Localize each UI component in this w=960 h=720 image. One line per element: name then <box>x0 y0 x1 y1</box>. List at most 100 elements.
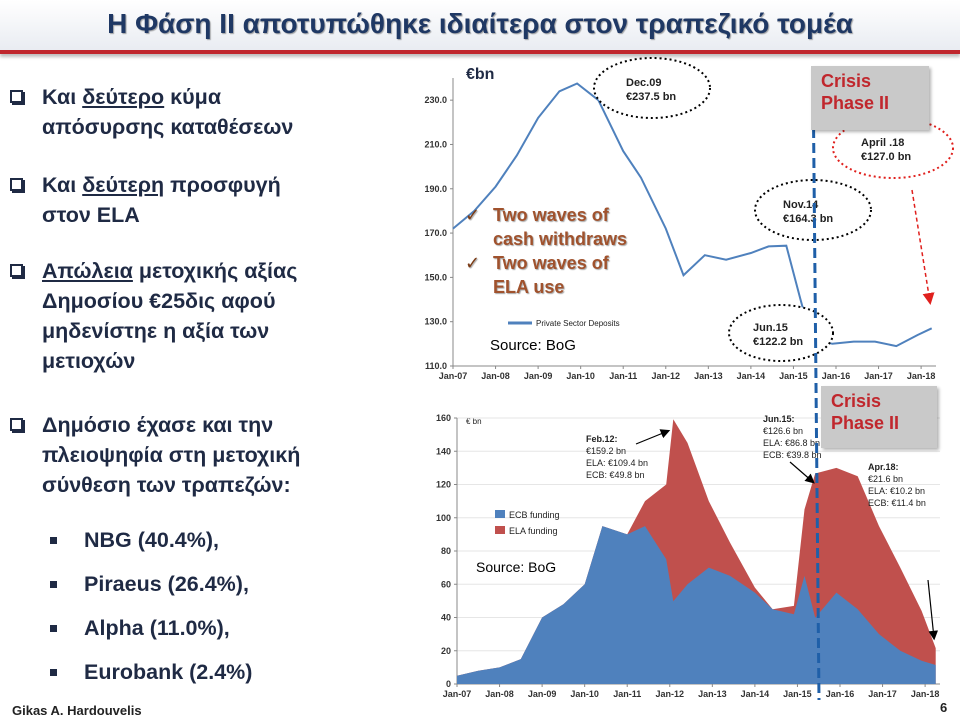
chart1-x-tick-label: Jan-17 <box>864 371 893 381</box>
chart2-y-tick-label: 80 <box>441 546 451 556</box>
chart1-x-tick-label: Jan-09 <box>524 371 553 381</box>
chart1-x-tick-label: Jan-10 <box>566 371 595 381</box>
chart2-source-bg <box>472 556 576 576</box>
svg-text:Jun.15: Jun.15 <box>753 322 788 334</box>
checkbox-bullet-icon <box>10 264 23 277</box>
page-number: 6 <box>940 700 948 715</box>
chart1-x-tick-label: Jan-13 <box>694 371 723 381</box>
chart2-source: Source: BoG <box>476 559 556 575</box>
chart2-x-tick-label: Jan-08 <box>485 689 514 699</box>
svg-text:Dec.09: Dec.09 <box>626 77 661 89</box>
chart1-callout: April .18 €127.0 bn <box>832 117 954 179</box>
svg-text:€126.6 bn: €126.6 bn <box>763 426 803 436</box>
chart2-y-tick-label: 20 <box>441 646 451 656</box>
chart2-arrow <box>789 461 815 484</box>
chart1-y-tick-label: 130.0 <box>424 317 447 327</box>
checkbox-bullet-icon <box>10 178 23 191</box>
chart1-y-tick-label: 110.0 <box>425 361 447 371</box>
chart2-legend-swatch-ela <box>495 526 505 534</box>
chart2-x-tick-label: Jan-18 <box>911 689 940 699</box>
svg-text:€164.3 bn: €164.3 bn <box>783 213 833 225</box>
chart2-x-tick-label: Jan-14 <box>741 689 770 699</box>
chart2-y-tick-label: 160 <box>436 413 451 423</box>
svg-text:€21.6 bn: €21.6 bn <box>868 474 903 484</box>
crisis-divider-line <box>811 67 821 701</box>
chart1-x-tick-label: Jan-16 <box>822 371 851 381</box>
chart2-legend-ecb: ECB funding <box>509 510 560 520</box>
chart1-ticks: 110.0 130.0 150.0 170.0 190.0 210.0 230.0 Jan-0… <box>424 83 936 381</box>
svg-text:ELA: €109.4 bn: ELA: €109.4 bn <box>586 458 648 468</box>
chart1-y-tick-label: 190.0 <box>424 184 447 194</box>
chart1-source: Source: BoG <box>490 337 576 354</box>
check-icon: ✓ <box>465 253 481 273</box>
chart1-x-tick-label: Jan-07 <box>439 371 468 381</box>
square-bullet-icon <box>50 581 57 588</box>
square-bullet-icon <box>50 669 57 676</box>
chart2-ticks: 0 20 40 60 80 100 120 140 160 Jan-07 Jan-08 Jan-09 J… <box>436 413 939 699</box>
chart1-red-arrow <box>911 189 935 305</box>
chart2-callout: Apr.18: €21.6 bn ELA: €10.2 bn ECB: €11.… <box>868 462 926 508</box>
svg-text:€122.2 bn: €122.2 bn <box>753 336 803 348</box>
check-item-line2: ELA use <box>493 277 565 297</box>
checkbox-bullet-icon <box>10 418 23 431</box>
chart1-callout: Dec.09 €237.5 bn <box>593 57 711 119</box>
crisis-label-bottom: Crisis Phase II <box>821 386 937 448</box>
chart1-y-tick-label: 230.0 <box>424 95 447 105</box>
svg-text:Nov.14: Nov.14 <box>783 199 819 211</box>
chart2-y-tick-label: 120 <box>436 480 451 490</box>
chart2-x-tick-label: Jan-13 <box>698 689 727 699</box>
chart2-x-tick-label: Jan-15 <box>783 689 812 699</box>
crisis-label-top: Crisis Phase II <box>811 66 929 130</box>
chart1-deposits-line <box>452 82 933 348</box>
check-icon: ✓ <box>465 205 481 225</box>
svg-text:€127.0 bn: €127.0 bn <box>861 151 911 163</box>
chart2-callout: Jun.15: €126.6 bn ELA: €86.8 bn ECB: €39… <box>763 414 822 460</box>
svg-text:April .18: April .18 <box>861 137 904 149</box>
chart2-y-tick-label: 100 <box>436 513 451 523</box>
chart2-x-tick-label: Jan-09 <box>528 689 557 699</box>
chart1-x-tick-label: Jan-12 <box>652 371 681 381</box>
author-footer: Gikas A. Hardouvelis <box>12 703 142 718</box>
svg-text:Jun.15:: Jun.15: <box>763 414 795 424</box>
chart1-legend-label: Private Sector Deposits <box>536 319 620 328</box>
chart2-callout: Feb.12: €159.2 bn ELA: €109.4 bn ECB: €4… <box>586 434 648 480</box>
checkbox-bullet-icon <box>10 90 23 103</box>
chart1-x-tick-label: Jan-08 <box>481 371 510 381</box>
chart2-ylabel: € bn <box>466 417 482 426</box>
chart1-callout: Jun.15 €122.2 bn <box>728 304 834 362</box>
svg-text:ECB: €49.8 bn: ECB: €49.8 bn <box>586 470 645 480</box>
slide-title: Η Φάση ΙΙ αποτυπώθηκε ιδιαίτερα στον τρα… <box>107 8 853 39</box>
chart2-x-tick-label: Jan-12 <box>656 689 685 699</box>
chart2-y-tick-label: 60 <box>441 579 451 589</box>
check-item-line2: cash withdraws <box>493 229 628 249</box>
svg-text:ELA: €86.8 bn: ELA: €86.8 bn <box>763 438 820 448</box>
title-bar: Η Φάση ΙΙ αποτυπώθηκε ιδιαίτερα στον τρα… <box>0 0 960 54</box>
chart1-x-tick-label: Jan-11 <box>609 371 637 381</box>
chart2-ecb-area <box>457 526 936 684</box>
svg-text:€159.2 bn: €159.2 bn <box>586 446 626 456</box>
chart1-ylabel: €bn <box>466 66 494 83</box>
chart2-arrow <box>635 429 671 445</box>
svg-text:ECB: €11.4 bn: ECB: €11.4 bn <box>868 498 926 508</box>
chart1-x-tick-label: Jan-18 <box>907 371 936 381</box>
chart1-y-tick-label: 170.0 <box>424 228 447 238</box>
chart2-arrow <box>927 579 939 641</box>
chart2-legend-swatch-ecb <box>495 510 505 518</box>
chart1-x-tick-label: Jan-14 <box>737 371 766 381</box>
chart2-y-tick-label: 0 <box>446 679 451 689</box>
svg-text:€237.5 bn: €237.5 bn <box>626 91 676 103</box>
chart2-x-tick-label: Jan-07 <box>443 689 472 699</box>
chart1-grid <box>452 78 936 367</box>
chart2-y-tick-label: 40 <box>441 613 451 623</box>
chart2-legend-ela: ELA funding <box>509 526 558 536</box>
svg-text:Apr.18:: Apr.18: <box>868 462 899 472</box>
chart2-y-tick-label: 140 <box>436 446 451 456</box>
chart1-x-tick-label: Jan-15 <box>779 371 808 381</box>
svg-text:ECB: €39.8 bn: ECB: €39.8 bn <box>763 450 822 460</box>
chart1-y-tick-label: 150.0 <box>424 272 447 282</box>
chart2-x-tick-label: Jan-17 <box>868 689 897 699</box>
svg-text:ELA: €10.2 bn: ELA: €10.2 bn <box>868 486 925 496</box>
chart2-x-tick-label: Jan-16 <box>826 689 855 699</box>
square-bullet-icon <box>50 537 57 544</box>
